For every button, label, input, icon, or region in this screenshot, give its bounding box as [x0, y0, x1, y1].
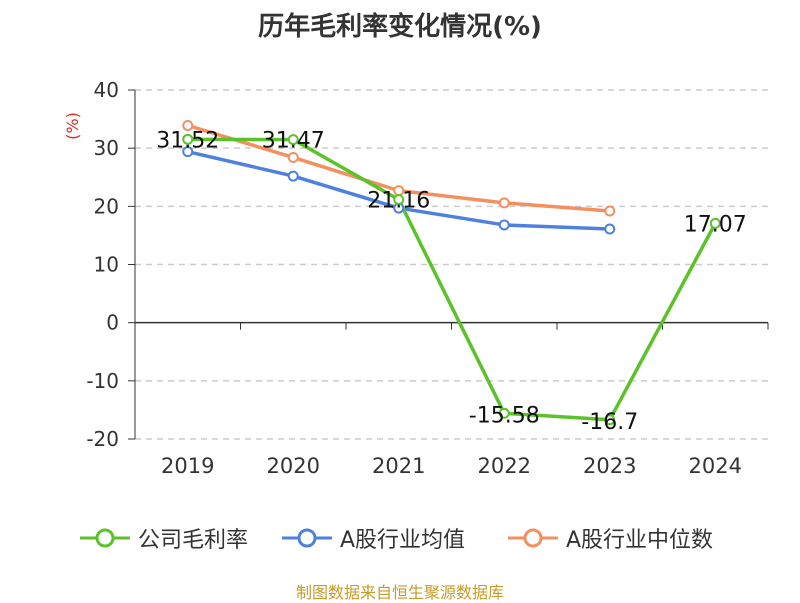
data-point — [182, 146, 194, 158]
data-point — [287, 151, 299, 163]
y-tick-label: 10 — [94, 253, 119, 277]
data-label: 31.52 — [156, 128, 219, 153]
legend-marker-green — [80, 528, 130, 548]
legend-label: 公司毛利率 — [138, 528, 249, 553]
data-point — [709, 217, 721, 229]
x-tick-label: 2021 — [372, 454, 425, 478]
data-point — [498, 197, 510, 209]
data-label: 17.07 — [684, 212, 747, 237]
data-point — [182, 133, 194, 145]
x-tick-label: 2022 — [478, 454, 531, 478]
source-note: 制图数据来自恒生聚源数据库 — [295, 583, 504, 602]
x-tick-label: 2020 — [267, 454, 320, 478]
data-label: 21.16 — [367, 189, 430, 214]
data-point — [287, 134, 299, 146]
legend-item-industry-median[interactable]: A股行业中位数 — [508, 522, 713, 554]
data-point — [498, 219, 510, 231]
data-point — [604, 223, 616, 235]
chart-title: 历年毛利率变化情况(%) — [258, 12, 542, 42]
y-tick-label: -10 — [86, 369, 119, 393]
data-label: -16.7 — [581, 410, 638, 435]
data-point — [498, 407, 510, 419]
legend-marker-orange — [508, 528, 558, 548]
legend-item-industry-mean[interactable]: A股行业均值 — [282, 522, 465, 554]
data-point — [182, 119, 194, 131]
y-axis-label: (%) — [63, 112, 82, 140]
data-point — [287, 170, 299, 182]
data-label: -15.58 — [469, 403, 540, 428]
y-tick-label: 20 — [94, 194, 119, 218]
x-tick-label: 2024 — [689, 454, 742, 478]
data-label: 31.47 — [262, 129, 325, 154]
y-tick-label: 30 — [94, 136, 119, 160]
legend-label: A股行业均值 — [340, 528, 466, 553]
legend-label: A股行业中位数 — [566, 528, 714, 553]
legend-item-company-gross-margin[interactable]: 公司毛利率 — [80, 522, 248, 554]
data-point — [604, 205, 616, 217]
y-tick-label: -20 — [86, 427, 119, 451]
y-tick-label: 0 — [106, 311, 119, 335]
y-tick-label: 40 — [94, 78, 119, 102]
legend: 公司毛利率 A股行业均值 A股行业中位数 — [0, 522, 800, 554]
series-line — [187, 137, 717, 422]
x-tick-label: 2019 — [161, 454, 214, 478]
legend-marker-blue — [282, 528, 332, 548]
x-tick-label: 2023 — [583, 454, 636, 478]
data-point — [604, 414, 616, 426]
data-point — [393, 194, 405, 206]
